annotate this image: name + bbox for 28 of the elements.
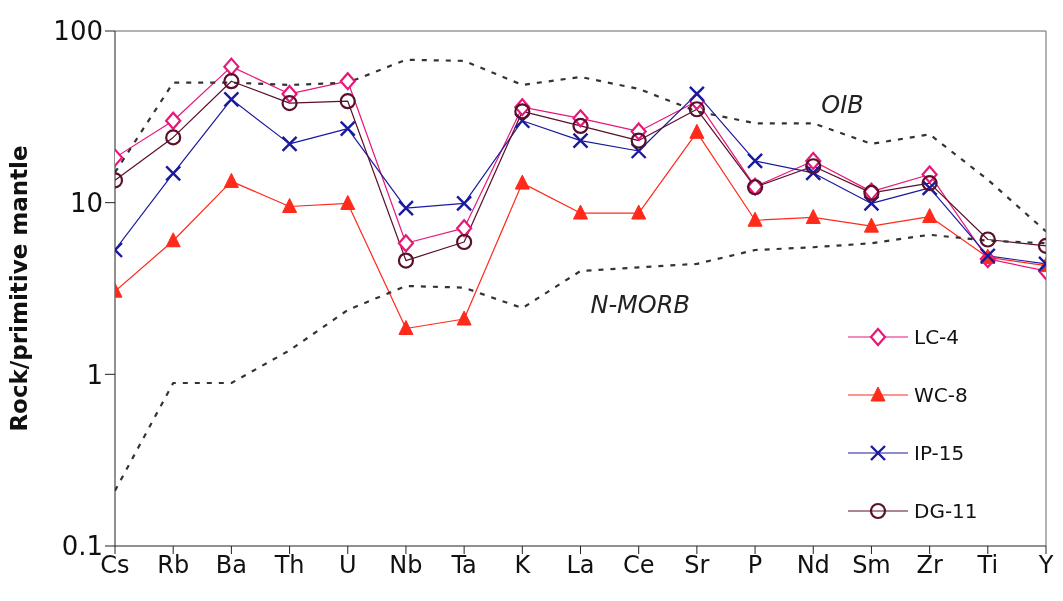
series-label: OIB (821, 91, 864, 120)
x-tick-label: Nd (796, 551, 830, 580)
series-label: N-MORB (590, 290, 690, 319)
y-tick-label: 1 (86, 359, 103, 390)
x-tick-label: Sr (684, 551, 710, 580)
x-tick-label: Ta (450, 551, 477, 580)
x-tick-label: Ti (976, 551, 999, 580)
legend-label: WC-8 (914, 383, 968, 407)
x-tick-label: Th (273, 551, 305, 580)
x-tick-label: Zr (916, 551, 943, 580)
x-tick-label: P (747, 551, 763, 580)
x-tick-label: Y (1037, 551, 1054, 580)
y-tick-label: 10 (69, 187, 103, 218)
x-tick-label: Rb (157, 551, 190, 580)
legend-label: DG-11 (914, 499, 978, 523)
y-tick-label: 100 (53, 16, 103, 47)
y-axis-title: Rock/primitive mantle (6, 145, 32, 432)
x-tick-label: K (514, 551, 532, 580)
legend-label: IP-15 (914, 441, 965, 465)
x-tick-label: Sm (852, 551, 891, 580)
x-tick-label: Cs (100, 551, 130, 580)
x-tick-label: Ce (622, 551, 655, 580)
x-tick-label: Nb (389, 551, 423, 580)
x-tick-label: La (566, 551, 595, 580)
x-tick-label: U (338, 551, 357, 580)
legend-label: LC-4 (914, 325, 960, 349)
x-tick-label: Ba (215, 551, 247, 580)
y-tick-label: 0.1 (61, 531, 103, 562)
